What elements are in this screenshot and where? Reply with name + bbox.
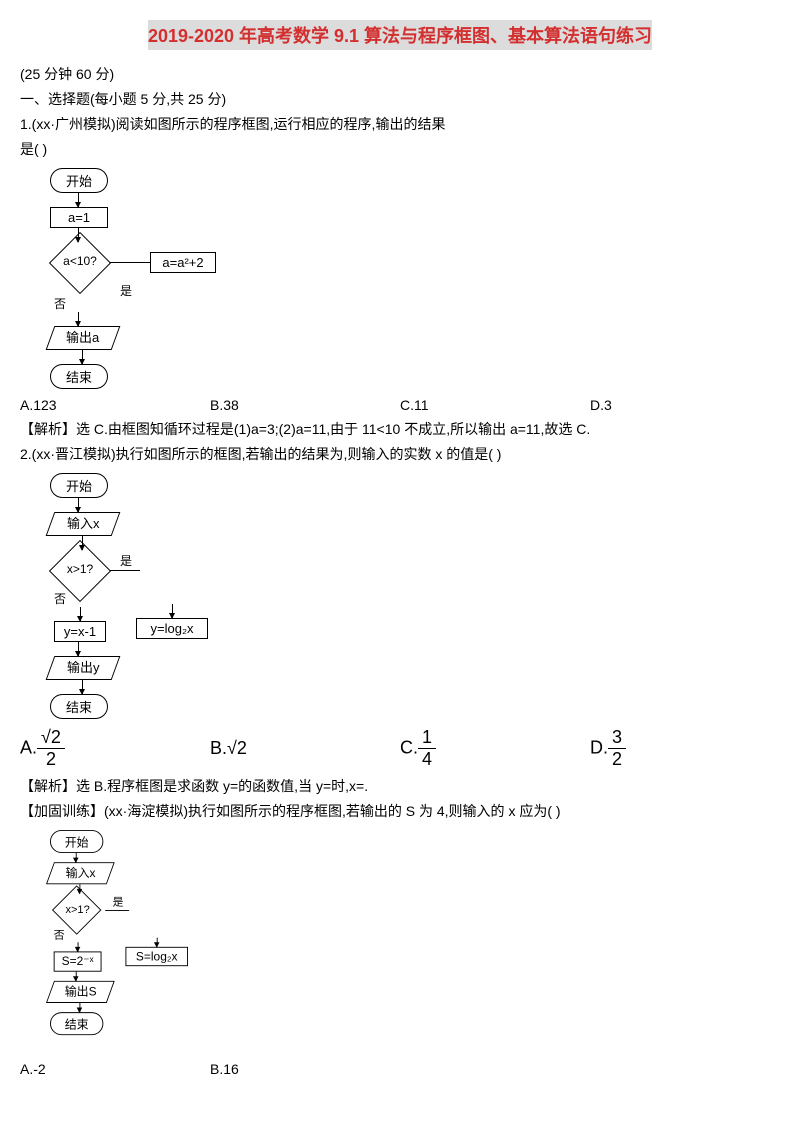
fc2-yes: 是 bbox=[120, 552, 132, 569]
q2-analysis: 【解析】选 B.程序框图是求函数 y=的函数值,当 y=时,x=. bbox=[20, 776, 780, 797]
fc3-start: 开始 bbox=[50, 830, 103, 853]
fc2-cond: x>1? bbox=[50, 550, 110, 590]
flowchart-2: 开始 输入x x>1? 是 否 y=x-1 y=log₂x 输出y 结束 bbox=[50, 473, 780, 719]
time-score: (25 分钟 60 分) bbox=[20, 64, 780, 85]
fc2-input: 输入x bbox=[46, 512, 121, 536]
q2-stem: 2.(xx·晋江模拟)执行如图所示的框图,若输出的结果为,则输入的实数 x 的值… bbox=[20, 444, 780, 465]
fc1-update: a=a²+2 bbox=[150, 252, 216, 273]
q2-opt-a: A.√22 bbox=[20, 727, 210, 770]
q1-stem-1: 1.(xx·广州模拟)阅读如图所示的程序框图,运行相应的程序,输出的结果 bbox=[20, 114, 780, 135]
fc3-end: 结束 bbox=[50, 1012, 103, 1035]
fc1-out: 输出a bbox=[46, 326, 121, 350]
q2-options: A.√22 B.√2 C.14 D.32 bbox=[20, 727, 780, 770]
flowchart-3: 开始 输入x x>1? 是 否 S=2⁻ˣ S=log₂x 输出S 结束 bbox=[50, 830, 722, 1035]
q1-opt-c: C.11 bbox=[400, 397, 590, 413]
fc2-start: 开始 bbox=[50, 473, 108, 498]
page-title: 2019-2020 年高考数学 9.1 算法与程序框图、基本算法语句练习 bbox=[148, 20, 652, 50]
extra-opt-b: B.16 bbox=[210, 1061, 400, 1077]
extra-opt-a: A.-2 bbox=[20, 1061, 210, 1077]
extra-options: A.-2 B.16 bbox=[20, 1061, 780, 1077]
fc3-cond: x>1? bbox=[50, 893, 105, 926]
q1-opt-a: A.123 bbox=[20, 397, 210, 413]
fc2-end: 结束 bbox=[50, 694, 108, 719]
fc1-yes: 是 bbox=[120, 282, 132, 299]
q1-options: A.123 B.38 C.11 D.3 bbox=[20, 397, 780, 413]
fc3-yes: 是 bbox=[113, 893, 124, 909]
fc1-cond: a<10? bbox=[50, 242, 110, 282]
fc3-left: S=2⁻ˣ bbox=[54, 951, 102, 971]
fc2-out: 输出y bbox=[46, 656, 121, 680]
fc1-end: 结束 bbox=[50, 364, 108, 389]
q1-stem-2: 是( ) bbox=[20, 139, 780, 160]
fc1-no: 否 bbox=[54, 295, 780, 312]
extra-stem: 【加固训练】(xx·海淀模拟)执行如图所示的程序框图,若输出的 S 为 4,则输… bbox=[20, 801, 780, 822]
fc3-no: 否 bbox=[54, 927, 65, 943]
fc3-input: 输入x bbox=[46, 862, 115, 884]
section-heading: 一、选择题(每小题 5 分,共 25 分) bbox=[20, 89, 780, 110]
fc2-no: 否 bbox=[54, 590, 66, 607]
q2-opt-c: C.14 bbox=[400, 727, 590, 770]
fc1-start: 开始 bbox=[50, 168, 108, 193]
q1-analysis: 【解析】选 C.由框图知循环过程是(1)a=3;(2)a=11,由于 11<10… bbox=[20, 419, 780, 440]
q2-opt-d: D.32 bbox=[590, 727, 780, 770]
q1-opt-b: B.38 bbox=[210, 397, 400, 413]
q2-opt-b: B.√2 bbox=[210, 738, 400, 759]
fc3-right: S=log₂x bbox=[125, 947, 188, 966]
fc2-right: y=log₂x bbox=[136, 618, 208, 639]
flowchart-1: 开始 a=1 a<10? a=a²+2 是 否 输出a 结束 bbox=[50, 168, 780, 389]
fc3-out: 输出S bbox=[46, 981, 115, 1003]
fc2-left: y=x-1 bbox=[54, 621, 106, 642]
fc1-init: a=1 bbox=[50, 207, 108, 228]
q1-opt-d: D.3 bbox=[590, 397, 780, 413]
